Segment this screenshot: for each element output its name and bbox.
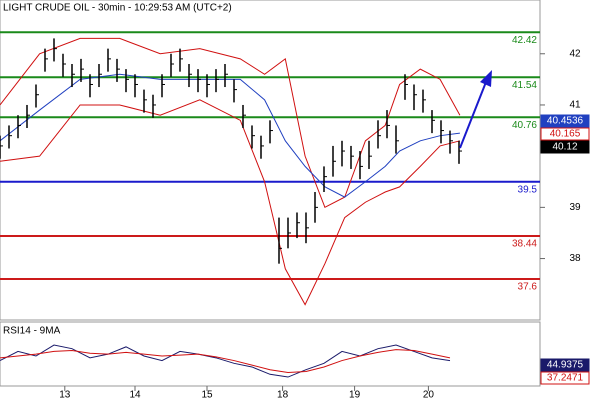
main-panel [0,0,541,321]
x-tick-label: 14 [129,390,141,400]
chart-title: LIGHT CRUDE OIL - 30min - 10:29:53 AM (U… [3,3,232,14]
level-label: 40.76 [512,120,537,131]
level-label: 41.54 [512,80,537,91]
last-value-box [540,140,590,154]
y-tick-label: 42 [569,48,581,59]
level-label: 39.5 [518,184,538,195]
rsi-line [0,344,451,378]
indicator-line [0,99,461,306]
x-tick-label: 19 [349,390,361,400]
rsi-title: RSI14 - 9MA [3,326,61,337]
x-tick-label: 18 [277,390,289,400]
last-value-label: 40.165 [550,129,581,140]
plot-layer: 38 39 41 42 13 14 15 18 19 20 42.42 41.54 40.76 39.5 3… [0,31,590,400]
x-tick-label: 15 [201,390,213,400]
last-value-label: 40.4536 [547,116,584,127]
rsi-panel [0,321,541,387]
rsi-line [0,349,451,373]
level-label: 42.42 [512,35,537,46]
indicator-line [0,37,461,209]
level-label: 37.6 [518,282,538,293]
arrow-head [480,70,492,87]
last-value-box [540,371,590,385]
y-tick-label: 39 [569,202,581,213]
arrow-shaft [459,81,487,149]
indicator-line [0,73,460,198]
last-value-label: 37.2471 [547,373,584,384]
x-tick-label: 20 [423,390,435,400]
y-tick-label: 41 [569,100,581,111]
last-value-label: 44.9375 [547,360,584,371]
last-value-box [540,127,590,141]
last-value-box [540,358,590,372]
last-value-box [540,114,590,128]
level-label: 38.44 [512,239,537,250]
y-tick-label: 38 [569,253,581,264]
x-tick-label: 13 [59,390,71,400]
last-value-label: 40.12 [552,142,577,153]
